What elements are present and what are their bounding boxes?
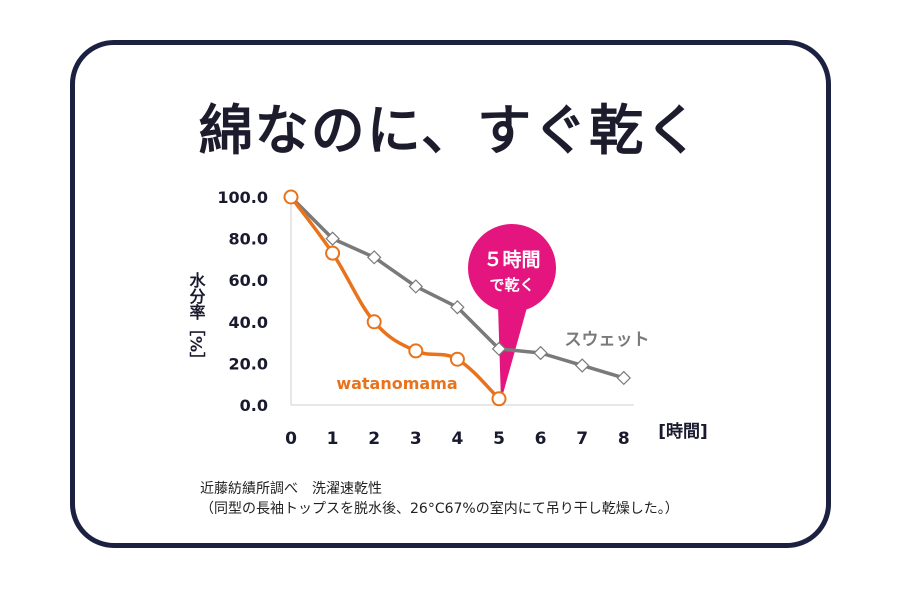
callout-line1: ５時間 (483, 249, 540, 271)
x-tick-label: 5 (493, 429, 505, 449)
callout-bubble (468, 224, 556, 312)
watanomama-point (408, 343, 424, 359)
y-axis-label: 水分率［%］ (187, 271, 206, 368)
watanomama-point (283, 189, 299, 205)
y-tick-label: 40.0 (229, 313, 268, 332)
sweat-point (533, 345, 548, 361)
x-tick-label: 2 (368, 429, 380, 449)
y-tick-label: 20.0 (229, 354, 268, 373)
y-tick-label: 60.0 (229, 271, 268, 290)
source-note: 近藤紡績所調べ 洗濯速乾性 (200, 481, 382, 497)
x-tick-label: 1 (327, 429, 339, 449)
sweat-point (325, 231, 340, 246)
x-tick-label: 8 (618, 429, 630, 449)
watanomama-point (325, 245, 341, 261)
y-tick-label: 0.0 (240, 396, 268, 415)
watanomama-label: watanomama (336, 374, 457, 393)
sweat-point (408, 279, 424, 294)
condition-note: （同型の長袖トップスを脱水後、26°C67%の室内にて吊り干し乾燥した。） (200, 501, 679, 517)
watanomama-point (366, 314, 382, 330)
sweat-point (450, 300, 465, 315)
watanomama-point (491, 391, 507, 407)
x-tick-label: 3 (410, 429, 422, 449)
page-title: 綿なのに、すぐ乾く (198, 99, 702, 162)
callout-pointer (498, 304, 528, 401)
card-frame (70, 40, 831, 548)
x-tick-label: 7 (576, 429, 588, 449)
x-tick-label: 4 (451, 429, 463, 449)
y-tick-label: 80.0 (229, 230, 268, 249)
x-tick-label: 6 (535, 429, 547, 449)
sweat-line (289, 195, 625, 380)
sweat-point (574, 358, 590, 373)
callout-line2: で乾く (489, 276, 534, 294)
sweat-point (491, 341, 507, 357)
sweat-label: スウェット (565, 330, 650, 350)
sweat-point (616, 370, 632, 386)
watanomama-point (449, 351, 465, 367)
x-tick-label: 0 (285, 429, 297, 449)
sweat-point (366, 250, 382, 265)
x-axis-label: [時間] (658, 421, 708, 442)
y-tick-label: 100.0 (217, 188, 268, 207)
